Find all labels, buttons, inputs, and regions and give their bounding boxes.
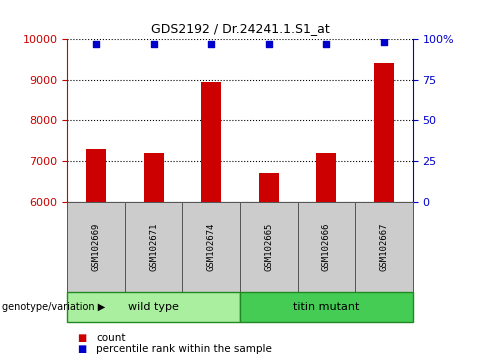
Text: genotype/variation ▶: genotype/variation ▶ (2, 302, 106, 312)
Point (207, 41, 215, 47)
Text: wild type: wild type (128, 302, 179, 312)
Bar (240, 202, 298, 292)
Bar (67, 292, 240, 322)
Text: ■: ■ (77, 333, 86, 343)
Text: GSM102667: GSM102667 (380, 223, 388, 271)
Point (323, 41, 330, 47)
Text: count: count (96, 333, 125, 343)
Bar (182, 202, 240, 292)
Text: GSM102669: GSM102669 (92, 223, 100, 271)
Point (92, 41, 100, 47)
Text: ■: ■ (77, 344, 86, 354)
Bar (240, 292, 413, 322)
Text: GSM102666: GSM102666 (322, 223, 331, 271)
Text: titin mutant: titin mutant (293, 302, 360, 312)
Bar (355, 202, 413, 292)
Bar (67, 202, 125, 292)
Bar (316, 153, 336, 354)
Bar (86, 149, 106, 354)
Text: percentile rank within the sample: percentile rank within the sample (96, 344, 272, 354)
Bar (374, 63, 394, 354)
Text: GSM102665: GSM102665 (264, 223, 273, 271)
Bar (259, 173, 279, 354)
Point (265, 41, 273, 47)
Point (380, 39, 388, 45)
Title: GDS2192 / Dr.24241.1.S1_at: GDS2192 / Dr.24241.1.S1_at (151, 22, 329, 35)
Bar (201, 82, 221, 354)
Bar (125, 202, 182, 292)
Bar (144, 153, 164, 354)
Text: GSM102671: GSM102671 (149, 223, 158, 271)
Point (150, 41, 157, 47)
Text: GSM102674: GSM102674 (207, 223, 216, 271)
Bar (298, 202, 355, 292)
